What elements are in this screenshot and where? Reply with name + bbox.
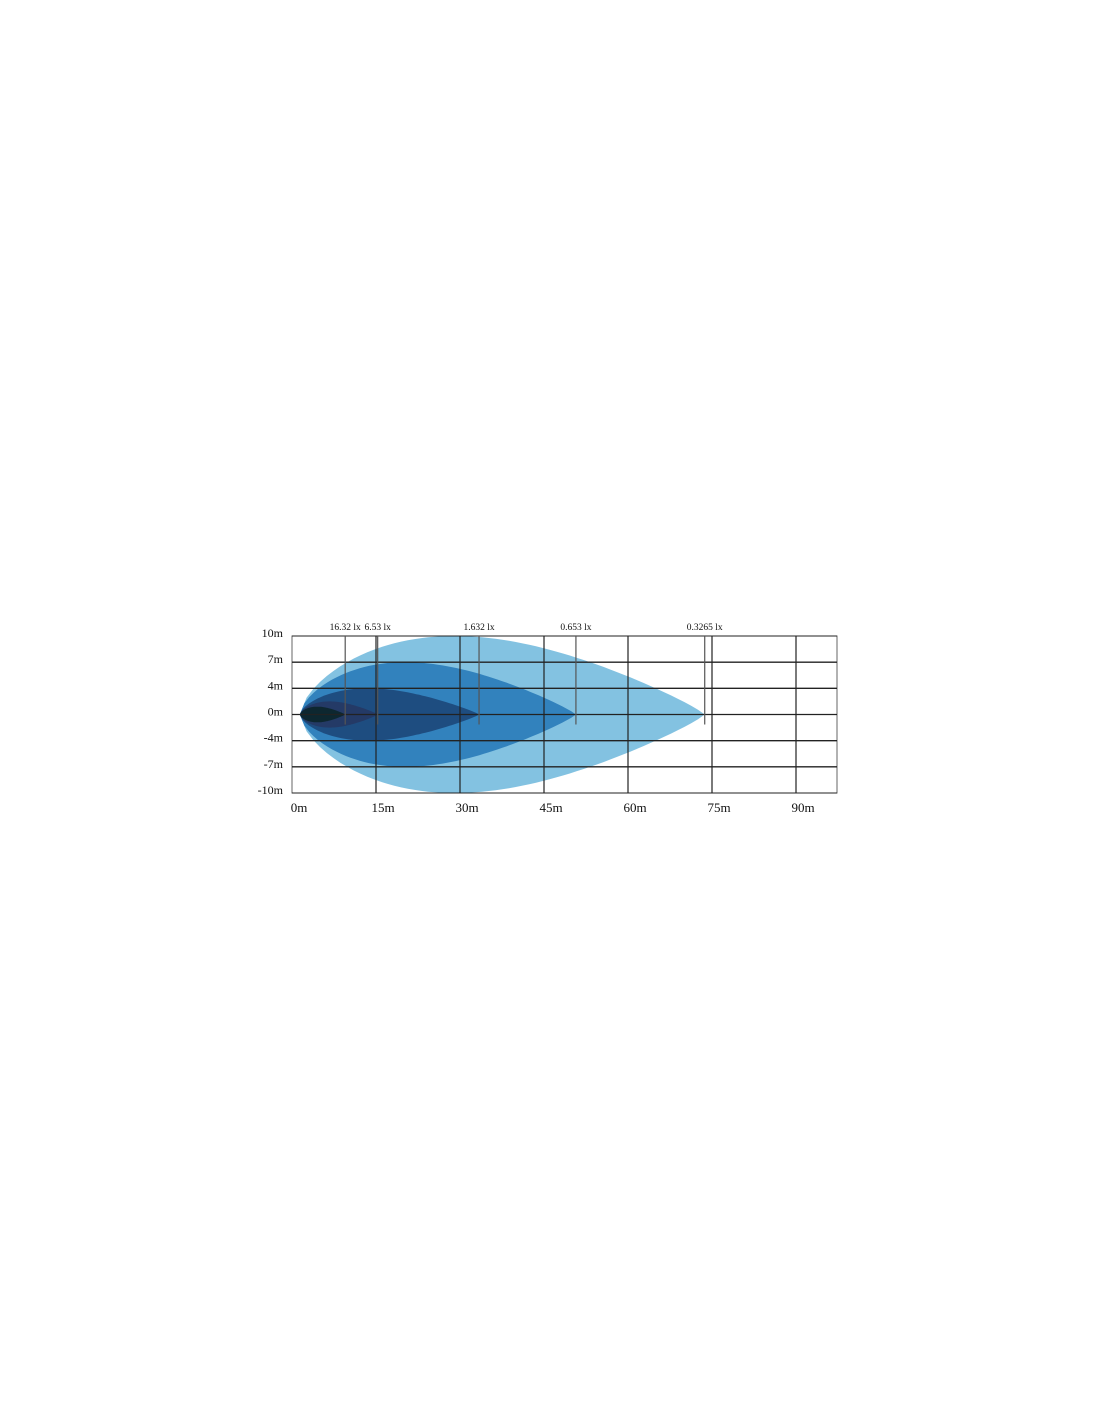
lux-label: 6.53 lx (364, 623, 391, 633)
x-tick-label: 0m (291, 800, 308, 815)
lux-label: 0.653 lx (560, 623, 591, 633)
y-tick-label: -7m (264, 757, 284, 771)
lux-label: 1.632 lx (463, 623, 494, 633)
x-tick-label: 90m (791, 800, 814, 815)
y-tick-label: 0m (268, 705, 284, 719)
x-tick-label: 15m (371, 800, 394, 815)
grid (291, 635, 838, 794)
x-tick-label: 75m (707, 800, 730, 815)
x-tick-label: 45m (539, 800, 562, 815)
labels: 10m 7m 4m 0m -4m -7m -10m 0m 15m 30m 45m 60m 75m 90m 0… (258, 623, 815, 815)
x-tick-label: 30m (455, 800, 478, 815)
y-tick-label: 7m (268, 652, 284, 666)
y-tick-label: -4m (264, 731, 284, 745)
x-tick-label: 60m (623, 800, 646, 815)
lux-label: 0.3265 lx (687, 623, 723, 633)
lux-markers (344, 636, 706, 725)
lux-label: 16.32 lx (330, 623, 361, 633)
y-tick-label: 4m (268, 678, 284, 692)
y-tick-label: 10m (262, 626, 284, 640)
y-tick-label: -10m (258, 783, 284, 797)
